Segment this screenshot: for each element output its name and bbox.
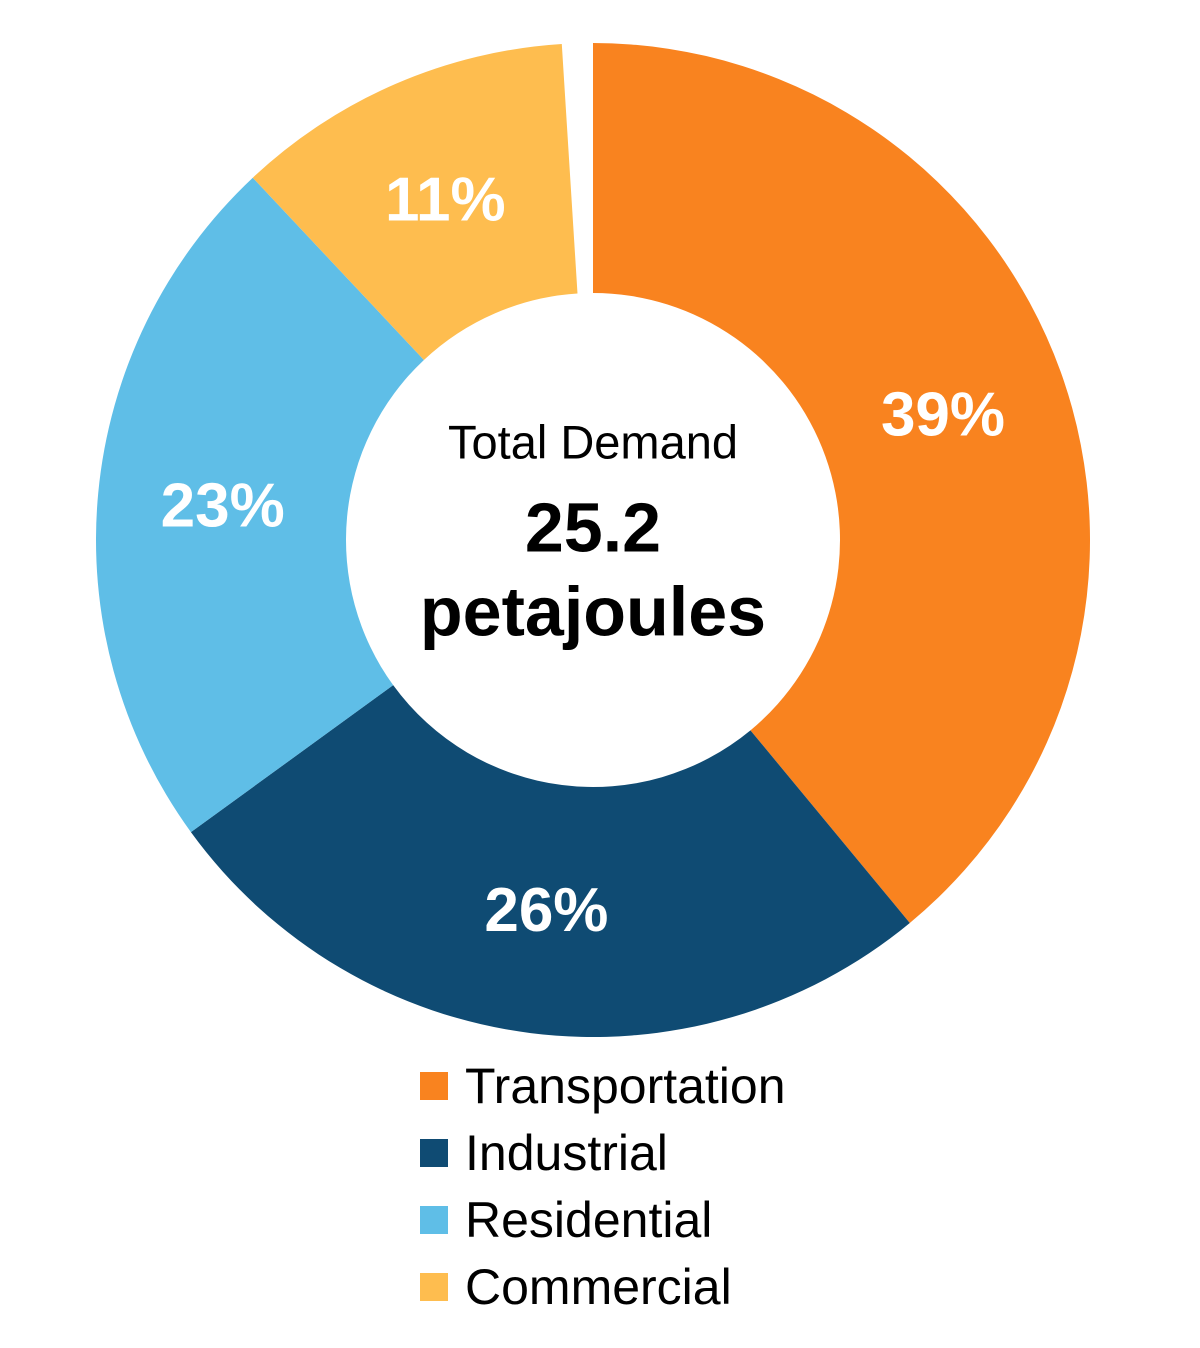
slice-label-transportation: 39% — [881, 381, 1005, 450]
legend-swatch-industrial — [420, 1138, 448, 1167]
legend-item-transportation: Transportation — [420, 1052, 786, 1119]
legend-item-residential: Residential — [420, 1186, 786, 1253]
legend-item-commercial: Commercial — [420, 1253, 786, 1320]
legend: Transportation Industrial Residential Comme… — [420, 1052, 786, 1320]
legend-swatch-transportation — [420, 1071, 448, 1100]
slice-label-industrial: 26% — [484, 876, 608, 945]
legend-label-transportation: Transportation — [465, 1057, 786, 1114]
slice-label-residential: 23% — [161, 472, 285, 541]
legend-swatch-residential — [420, 1205, 448, 1234]
slice-residential — [95, 177, 424, 833]
legend-label-industrial: Industrial — [465, 1124, 668, 1181]
slice-transportation — [593, 43, 1091, 923]
legend-swatch-commercial — [420, 1272, 448, 1301]
legend-label-residential: Residential — [465, 1191, 713, 1248]
slice-industrial — [190, 685, 910, 1038]
slice-label-commercial: 11% — [385, 165, 506, 234]
legend-label-commercial: Commercial — [465, 1258, 732, 1315]
slice-commercial — [252, 43, 578, 360]
legend-item-industrial: Industrial — [420, 1119, 786, 1186]
